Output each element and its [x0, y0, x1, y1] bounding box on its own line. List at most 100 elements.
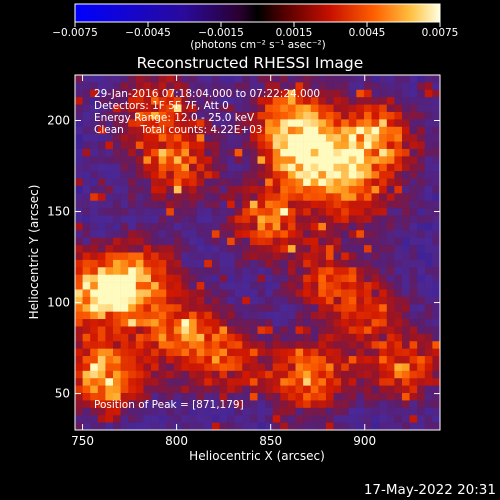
heatmap-cell: [287, 185, 296, 194]
heatmap-cell: [234, 326, 243, 335]
heatmap-cell: [348, 282, 357, 290]
heatmap-cell: [356, 104, 365, 113]
heatmap-cell: [249, 156, 258, 165]
heatmap-cell: [265, 245, 273, 253]
heatmap-cell: [371, 400, 380, 409]
heatmap-cell: [363, 296, 372, 305]
heatmap-cell: [90, 267, 99, 275]
heatmap-cell: [75, 104, 83, 113]
heatmap-cell: [82, 178, 91, 187]
heatmap-cell: [249, 252, 258, 261]
heatmap-cell: [181, 222, 190, 231]
heatmap-cell: [151, 326, 159, 335]
heatmap-cell: [204, 237, 213, 246]
heatmap-cell: [219, 267, 228, 275]
heatmap-cell: [204, 363, 213, 372]
heatmap-cell: [310, 370, 319, 379]
heatmap-cell: [409, 222, 418, 231]
heatmap-cell: [363, 326, 372, 335]
heatmap-cell: [363, 304, 372, 312]
heatmap-cell: [432, 407, 441, 416]
heatmap-cell: [189, 304, 197, 312]
heatmap-cell: [97, 267, 106, 275]
heatmap-cell: [356, 363, 365, 372]
heatmap-cell: [280, 245, 289, 253]
heatmap-cell: [128, 326, 137, 335]
heatmap-cell: [417, 363, 426, 372]
heatmap-cell: [120, 296, 129, 305]
heatmap-cell: [196, 282, 205, 290]
heatmap-cell: [341, 252, 350, 261]
heatmap-cell: [120, 200, 129, 209]
heatmap-cell: [272, 333, 281, 342]
heatmap-cell: [333, 119, 342, 128]
heatmap-cell: [272, 304, 281, 312]
heatmap-cell: [386, 370, 395, 379]
heatmap-cell: [409, 319, 418, 327]
heatmap-cell: [348, 259, 357, 268]
heatmap-cell: [151, 289, 159, 298]
heatmap-cell: [105, 185, 114, 194]
heatmap-cell: [333, 289, 342, 298]
heatmap-cell: [158, 82, 167, 91]
heatmap-cell: [219, 208, 228, 216]
heatmap-cell: [386, 134, 395, 142]
heatmap-cell: [265, 178, 273, 187]
heatmap-cell: [417, 407, 426, 416]
heatmap-cell: [242, 193, 251, 202]
heatmap-cell: [196, 333, 205, 342]
heatmap-cell: [82, 304, 91, 312]
heatmap-cell: [82, 215, 91, 224]
heatmap-cell: [356, 311, 365, 320]
heatmap-cell: [249, 415, 258, 423]
heatmap-cell: [394, 333, 403, 342]
heatmap-cell: [386, 119, 395, 128]
heatmap-cell: [287, 341, 296, 349]
heatmap-cell: [333, 363, 342, 372]
heatmap-cell: [417, 193, 426, 202]
x-tick-label: 900: [353, 434, 376, 448]
heatmap-cell: [249, 119, 258, 128]
heatmap-cell: [401, 119, 410, 128]
heatmap-cell: [120, 237, 129, 246]
heatmap-cell: [272, 200, 281, 209]
heatmap-cell: [265, 134, 273, 142]
heatmap-cell: [409, 215, 418, 224]
heatmap-cell: [386, 356, 395, 364]
heatmap-cell: [318, 385, 327, 394]
heatmap-cell: [189, 230, 197, 239]
heatmap-cell: [371, 185, 380, 194]
heatmap-cell: [196, 148, 205, 157]
heatmap-cell: [303, 141, 312, 150]
heatmap-cell: [135, 245, 144, 253]
heatmap-cell: [249, 245, 258, 253]
heatmap-cell: [432, 178, 441, 187]
heatmap-cell: [113, 200, 121, 209]
heatmap-cell: [158, 289, 167, 298]
heatmap-cell: [113, 104, 121, 113]
heatmap-cell: [417, 134, 426, 142]
heatmap-cell: [280, 304, 289, 312]
heatmap-cell: [249, 75, 258, 83]
heatmap-cell: [219, 75, 228, 83]
heatmap-cell: [105, 126, 114, 135]
heatmap-cell: [128, 363, 137, 372]
heatmap-cell: [417, 274, 426, 283]
heatmap-cell: [257, 274, 266, 283]
heatmap-cell: [151, 274, 159, 283]
heatmap-cell: [158, 141, 167, 150]
heatmap-cell: [151, 200, 159, 209]
heatmap-cell: [219, 97, 228, 105]
heatmap-cell: [432, 378, 441, 386]
heatmap-cell: [219, 82, 228, 91]
heatmap-cell: [143, 400, 152, 409]
heatmap-cell: [227, 82, 235, 91]
heatmap-cell: [363, 97, 372, 105]
heatmap-cell: [189, 82, 197, 91]
heatmap-cell: [158, 97, 167, 105]
heatmap-cell: [75, 319, 83, 327]
heatmap-cell: [143, 304, 152, 312]
heatmap-cell: [409, 282, 418, 290]
heatmap-cell: [379, 230, 388, 239]
